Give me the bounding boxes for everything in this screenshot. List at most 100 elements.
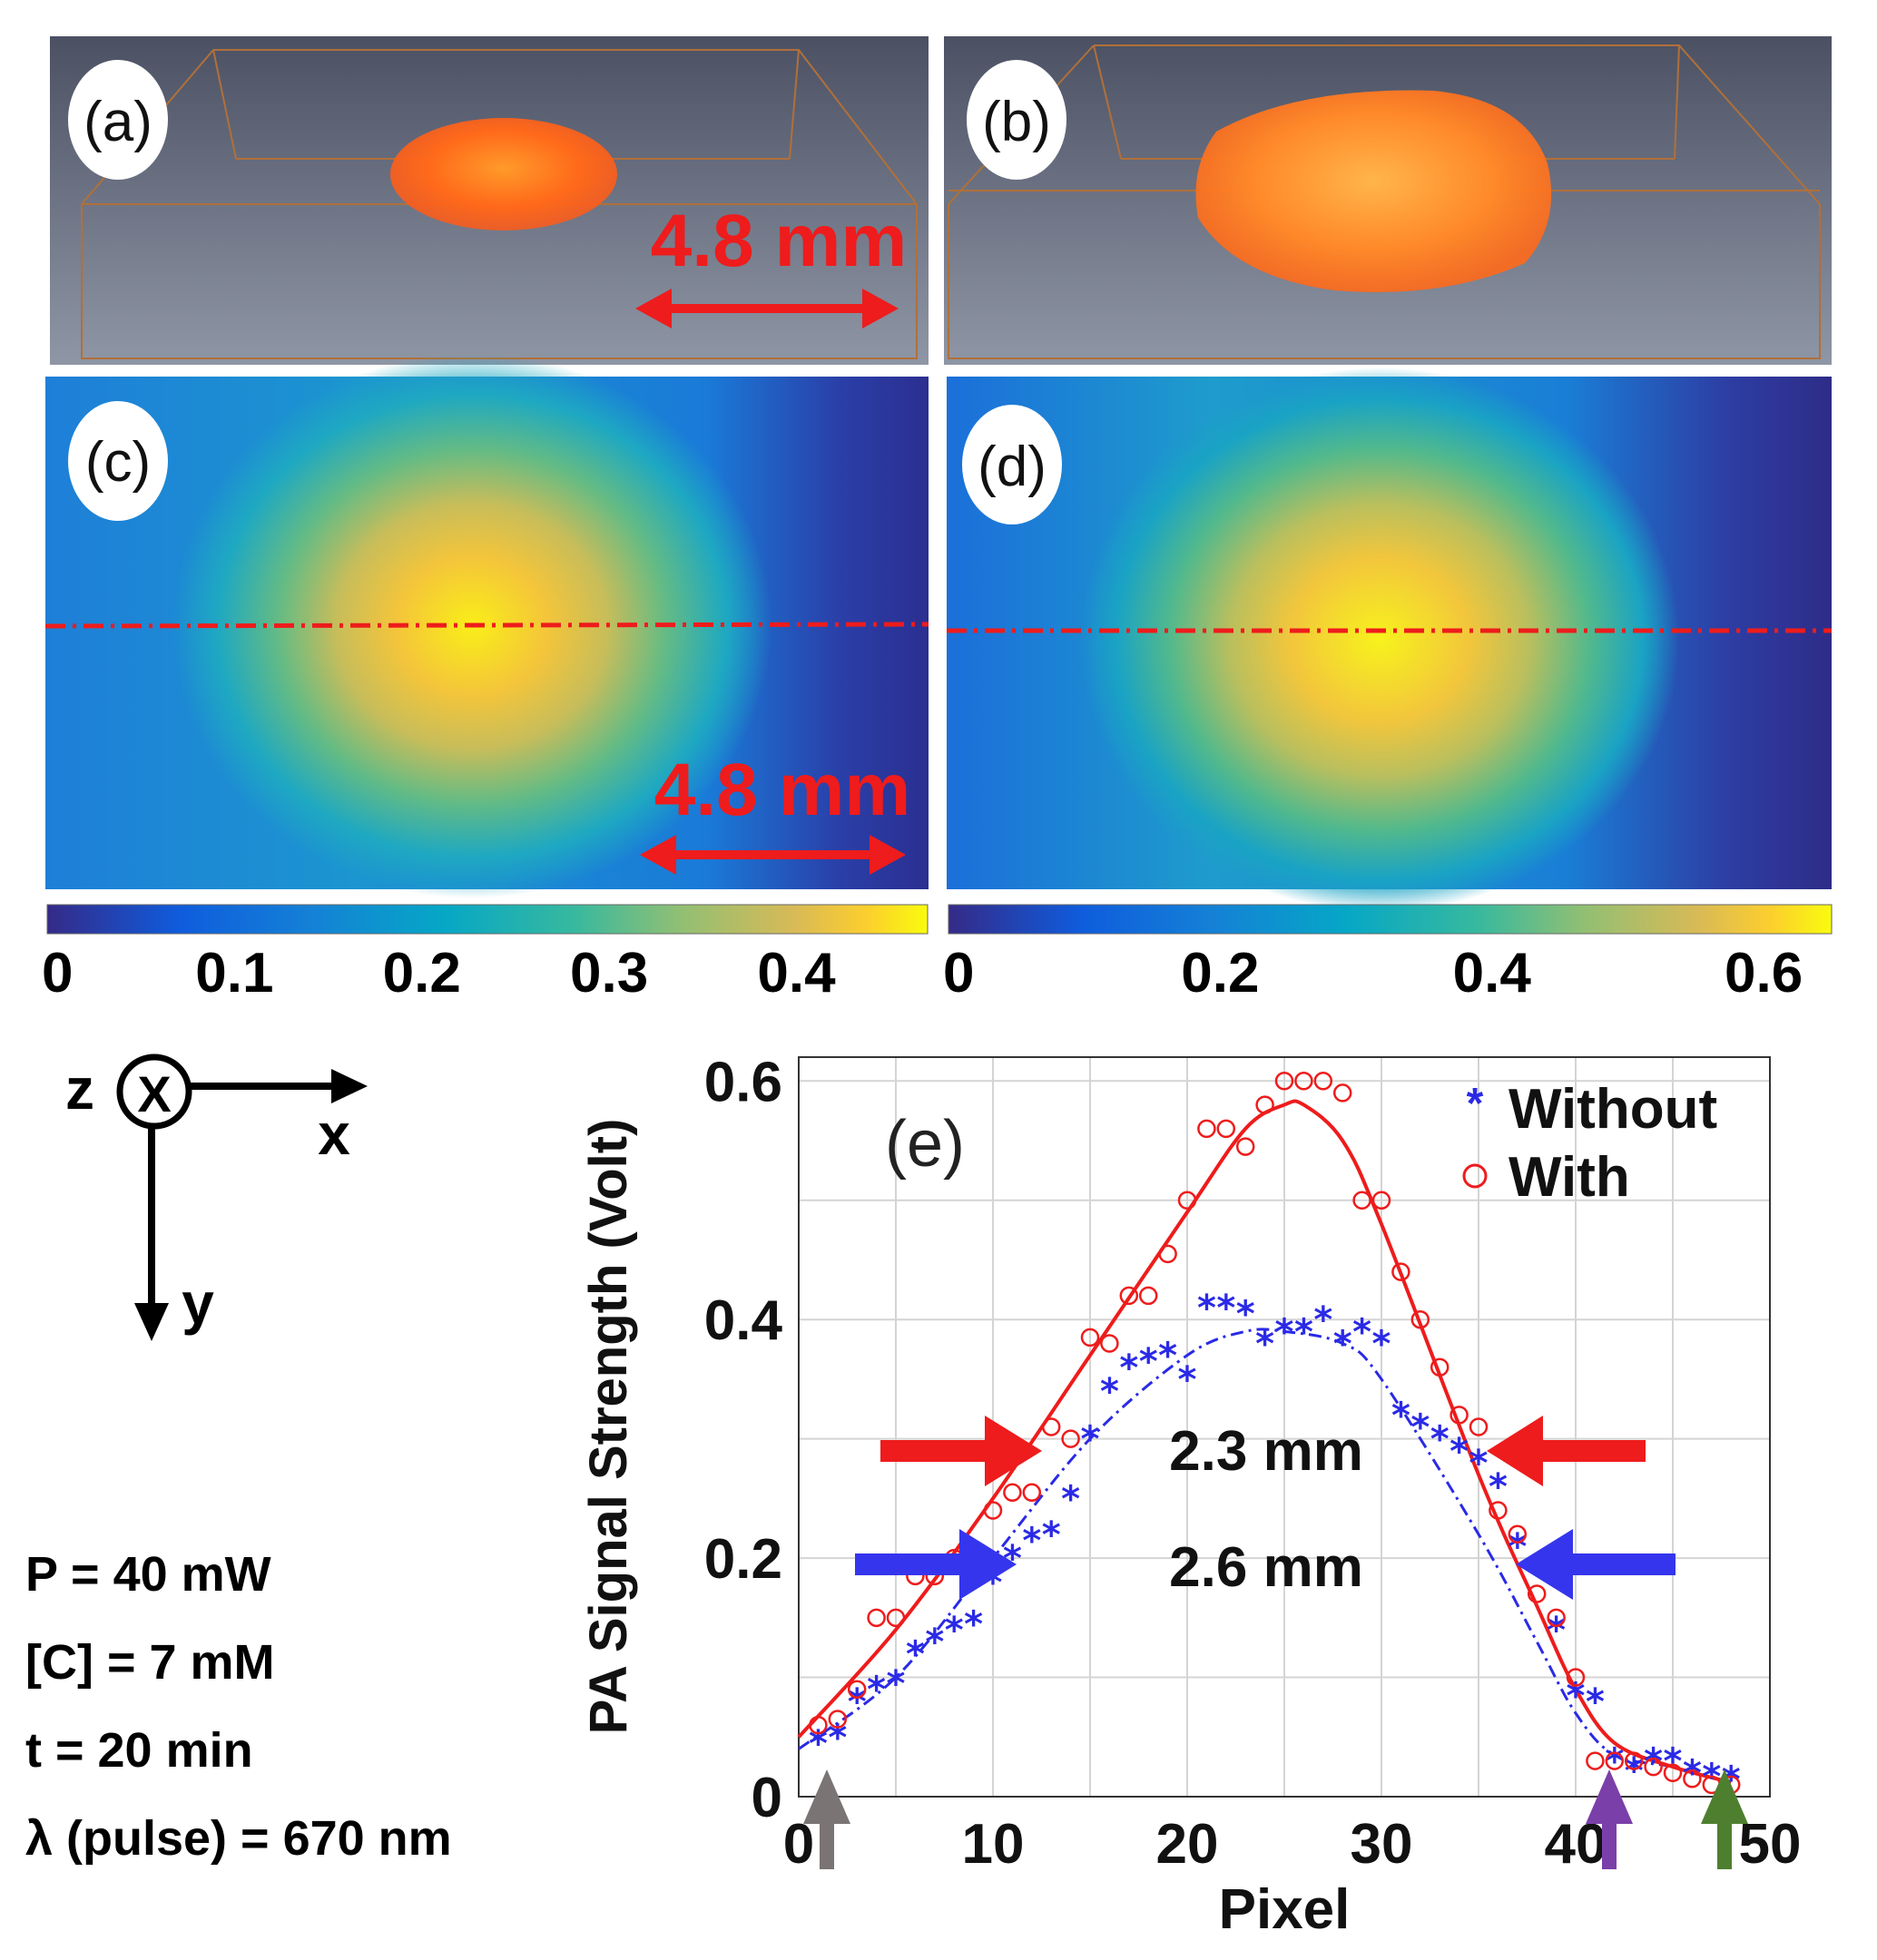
green-position-arrow [1701,1769,1748,1869]
point-without: * [1236,1294,1255,1336]
point-without: * [1216,1288,1235,1329]
point-with [1547,1608,1566,1628]
point-with [1644,1757,1663,1777]
experiment-parameters: P = 40 mW [C] = 7 mM t = 20 min λ (pulse… [25,1547,452,1866]
panel-c: (c) 4.8 mm [44,354,929,898]
fwhm-with-left-arrow [880,1416,1042,1486]
point-without: * [1489,1466,1508,1508]
legend-with-marker [1462,1163,1488,1189]
point-with [1216,1119,1236,1139]
tumor-render-b [1195,90,1552,292]
point-without: * [1450,1431,1469,1473]
point-with [1100,1334,1119,1353]
point-without: * [1100,1371,1119,1413]
point-without: * [1372,1323,1391,1365]
colorbar-c: 0 0.1 0.2 0.3 0.4 [42,904,929,1004]
axis-y-label: y [182,1270,214,1336]
point-with [983,1501,1003,1520]
point-without: * [1508,1526,1527,1568]
colorbar-d-tick-label: 0.4 [1453,942,1532,1004]
point-without: * [906,1633,925,1675]
x-tick-label: 10 [962,1813,1025,1876]
panel-a-label-badge [68,60,168,180]
axis-z-label: z [65,1056,94,1122]
point-with [1313,1072,1333,1091]
point-with [1683,1769,1702,1788]
point-with [1450,1406,1469,1425]
point-without: * [945,1610,964,1651]
point-without: * [887,1663,906,1705]
scale-bar-c [640,835,906,875]
colorbar-c-gradient [46,904,929,935]
param-wavelength: λ (pulse) = 670 nm [25,1811,452,1866]
point-without: * [1410,1407,1430,1449]
fwhm-with-label: 2.3 mm [1169,1420,1363,1483]
fwhm-without-label: 2.6 mm [1169,1536,1363,1599]
point-with [1041,1417,1061,1436]
chart-title: (e) [885,1108,965,1181]
point-without: * [1061,1478,1080,1520]
panel-d-heatmap-signal [1080,368,1679,912]
point-with [1663,1763,1683,1782]
colorbar-c-tick-label: 0.2 [383,942,461,1004]
param-time: t = 20 min [25,1723,253,1778]
point-with [1566,1668,1586,1687]
panel-c-label-badge [68,401,168,521]
point-without: * [1391,1395,1410,1436]
fwhm-with-right-arrow [1487,1416,1646,1486]
chart-legend: * Without With [1462,1078,1717,1209]
point-with [1158,1244,1177,1264]
point-with [1410,1309,1430,1329]
point-with [1605,1751,1625,1770]
chart-xlabel: Pixel [1219,1878,1351,1941]
fwhm-without-left-arrow [855,1529,1017,1600]
point-with [1177,1191,1197,1210]
point-with [1003,1483,1022,1503]
point-without: * [1313,1299,1332,1341]
colorbar-d-tick-label: 0.2 [1181,942,1259,1004]
point-without: * [1294,1311,1313,1353]
x-tick-label: 30 [1351,1813,1413,1876]
colorbar-c-tick-label: 0.1 [195,942,273,1004]
point-without: * [1625,1750,1644,1792]
point-with [1080,1328,1100,1348]
axis-x-arrowhead [331,1069,368,1103]
param-power: P = 40 mW [25,1547,271,1602]
point-with [1527,1584,1547,1603]
y-tick-label: 0.2 [704,1528,782,1591]
point-without: * [1567,1675,1586,1717]
point-without: * [809,1723,828,1765]
axis-y-arrowhead [134,1303,169,1341]
panel-a: (a) 4.8 mm [50,36,929,365]
point-with [867,1608,886,1628]
fit-line-with [797,1099,1732,1785]
panel-a-label: (a) [84,91,152,153]
point-with [1391,1262,1410,1281]
panel-d: (d) [947,368,1832,912]
panel-d-label: (d) [978,436,1047,498]
legend-without-marker: * [1467,1080,1484,1128]
panel-c-label: (c) [85,431,151,494]
colorbar-d-tick-label: 0.6 [1725,942,1803,1004]
point-with [1197,1119,1216,1139]
scale-bar-label-a: 4.8 mm [651,200,908,282]
panel-b-label-badge [967,60,1066,180]
point-with [828,1710,848,1729]
y-tick-label: 0.6 [704,1051,782,1113]
point-without: * [867,1670,886,1711]
scale-bar-a [635,289,899,328]
point-without: * [1197,1288,1216,1329]
panel-d-label-badge [962,405,1062,524]
point-with [1119,1286,1139,1306]
point-without: * [1586,1681,1605,1723]
point-without: * [1158,1336,1177,1377]
point-without: * [848,1681,867,1723]
point-without: * [925,1622,944,1663]
point-with [1235,1137,1255,1156]
y-tick-label: 0 [752,1767,782,1829]
y-tick-label: 0.4 [704,1289,783,1352]
colorbar-d-gradient [948,904,1833,935]
axis-z-out-of-page-icon [116,1054,192,1130]
point-without: * [1469,1443,1489,1485]
